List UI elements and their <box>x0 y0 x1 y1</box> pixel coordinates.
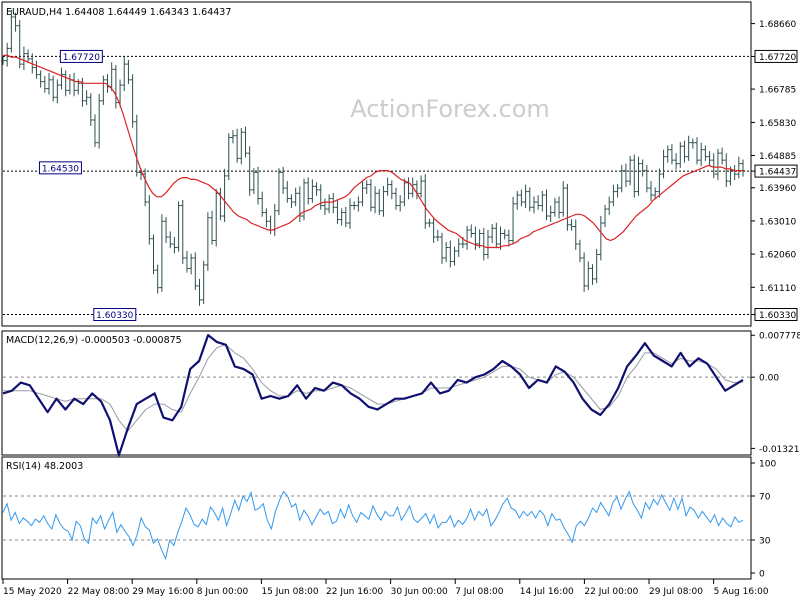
rsi-line <box>2 490 744 561</box>
macd-panel-frame <box>1 330 752 456</box>
macd-signal-line <box>3 344 744 432</box>
time-tick-label-1: 22 May 08:00 <box>68 587 130 597</box>
price-tick-label-8: 1.62060 <box>759 251 796 261</box>
time-tick-label-6: 30 Jun 00:00 <box>391 587 448 597</box>
time-tick-label-4: 15 Jun 08:00 <box>261 587 318 597</box>
rsi-tick-label-1: 70 <box>759 493 771 503</box>
time-tick-label-9: 22 Jul 00:00 <box>584 587 638 597</box>
price-layer: 1.68660 1.67720 1.66785 1.65830 1.64885 1.644… <box>1 9 798 322</box>
price-tick-label-9: 1.61110 <box>759 284 796 294</box>
annotation-label-2: 1.60330 <box>96 311 133 321</box>
annotation-label-0: 1.67720 <box>63 53 100 63</box>
rsi-panel-frame <box>1 456 752 580</box>
macd-line <box>2 334 744 457</box>
time-tick-label-0: 15 May 2020 <box>3 587 62 597</box>
time-axis-layer: 15 May 2020 22 May 08:00 29 May 16:00 8 Jun… <box>2 579 769 597</box>
macd-layer: 0.007778 0.00 -0.01321 <box>2 332 800 457</box>
price-tick-label-10: 1.60330 <box>759 311 796 321</box>
price-tick-label-5: 1.64437 <box>759 168 796 178</box>
rsi-tick-label-2: 30 <box>759 537 771 547</box>
price-panel-frame <box>1 1 752 327</box>
rsi-tick-label-3: 0 <box>759 570 765 580</box>
annotation-box-1 <box>38 161 82 175</box>
price-tick-label-2: 1.66785 <box>759 86 796 96</box>
price-tick-highlight-box-5 <box>754 164 798 178</box>
rsi-layer: 100 70 30 0 <box>2 460 776 580</box>
price-tick-label-7: 1.63010 <box>759 217 796 227</box>
macd-tick-label-0: 0.007778 <box>759 332 800 342</box>
rsi-tick-label-0: 100 <box>759 460 776 470</box>
price-tick-label-3: 1.65830 <box>759 119 796 129</box>
price-bars <box>1 9 745 306</box>
time-tick-label-8: 14 Jul 16:00 <box>520 587 574 597</box>
price-tick-highlight-box-1 <box>754 49 798 63</box>
time-tick-label-10: 29 Jul 08:00 <box>649 587 703 597</box>
price-tick-highlight-box-10 <box>754 308 798 322</box>
watermark-text: ActionForex.com <box>350 95 550 123</box>
time-tick-label-5: 22 Jun 16:00 <box>326 587 383 597</box>
price-tick-label-6: 1.63960 <box>759 184 796 194</box>
annotation-box-2 <box>93 308 137 322</box>
time-tick-label-11: 5 Aug 16:00 <box>714 587 769 597</box>
time-tick-label-3: 8 Jun 00:00 <box>197 587 249 597</box>
annotation-label-1: 1.64530 <box>42 164 79 174</box>
macd-tick-label-1: 0.00 <box>759 374 779 384</box>
macd-tick-label-2: -0.01321 <box>759 445 799 455</box>
macd-panel-title: MACD(12,26,9) -0.000503 -0.000875 <box>6 335 182 346</box>
price-tick-label-0: 1.68660 <box>759 20 796 30</box>
price-tick-label-4: 1.64885 <box>759 152 796 162</box>
time-tick-label-2: 29 May 16:00 <box>132 587 194 597</box>
rsi-panel-title: RSI(14) 48.2003 <box>6 461 83 472</box>
moving-average-line <box>3 54 743 249</box>
annotation-box-0 <box>59 49 103 63</box>
price-tick-label-1: 1.67720 <box>759 53 796 63</box>
time-tick-label-7: 7 Jul 08:00 <box>455 587 504 597</box>
price-panel-title: EURAUD,H4 1.64408 1.64449 1.64343 1.6443… <box>6 7 231 18</box>
